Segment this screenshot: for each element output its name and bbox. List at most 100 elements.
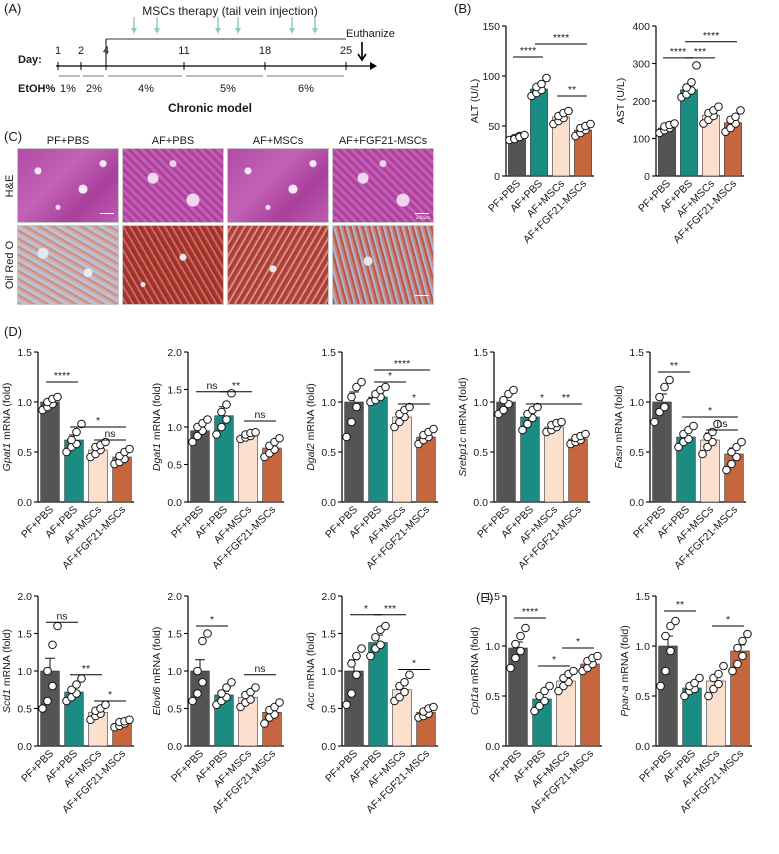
data-point: [682, 83, 691, 92]
data-point: [193, 431, 202, 441]
y-tick-label: 1.0: [629, 397, 644, 409]
data-point: [227, 677, 236, 687]
injection-arrowhead-4: [289, 28, 295, 34]
sig-label-1: *: [726, 614, 730, 626]
model-label: Chronic model: [168, 101, 252, 115]
day-label: Day:: [18, 54, 42, 66]
sig-label-2: ns: [254, 409, 265, 421]
data-point: [545, 681, 554, 691]
y-tick-label: 1.5: [167, 385, 182, 397]
panel-letter-b: (B): [454, 1, 471, 16]
data-point: [212, 430, 221, 439]
data-point: [727, 459, 736, 469]
histo-oro-pf: [17, 225, 119, 305]
panel-letter-d: (D): [4, 324, 22, 339]
y-tick-label: 1.5: [17, 347, 32, 359]
data-point: [714, 102, 723, 111]
bar-1: [368, 396, 388, 503]
injection-arrowhead-1: [154, 28, 160, 34]
data-point: [554, 686, 563, 696]
day-18: 18: [259, 45, 271, 57]
y-axis-label: Srebp1c mRNA (fold): [457, 377, 469, 476]
data-point: [540, 696, 549, 706]
data-point: [125, 715, 134, 725]
data-point: [400, 687, 409, 697]
histo-he-af: [122, 148, 224, 223]
data-point: [217, 689, 226, 698]
data-point: [738, 651, 747, 661]
scale-text: 200μm: [415, 215, 430, 220]
data-point: [53, 392, 62, 402]
data-point: [692, 61, 701, 70]
y-axis-label: Dgat1 mRNA (fold): [151, 383, 163, 471]
y-axis-label: Ppar-a mRNA (fold): [619, 625, 631, 716]
data-point: [193, 666, 202, 676]
data-point: [405, 670, 414, 680]
data-point: [689, 421, 698, 431]
data-point: [719, 661, 728, 671]
data-point: [698, 449, 707, 459]
day-2: 2: [78, 45, 84, 57]
data-point: [714, 669, 723, 679]
data-point: [188, 437, 197, 447]
y-tick-label: 0.0: [167, 497, 182, 509]
y-tick-label: 1.5: [17, 629, 32, 641]
data-point: [67, 435, 76, 445]
y-tick-label: 0.5: [321, 704, 336, 716]
data-point: [704, 691, 713, 701]
y-tick-label: 0.5: [17, 447, 32, 459]
y-tick-label: 1.5: [473, 347, 488, 359]
day-11: 11: [178, 45, 189, 57]
y-tick-label: 0: [494, 171, 500, 183]
data-point: [655, 392, 664, 402]
y-tick-label: 0.0: [17, 497, 32, 509]
data-point: [703, 432, 712, 442]
sig-label-0: ****: [520, 45, 536, 57]
pct-1: 1%: [60, 83, 76, 95]
bar-3: [568, 438, 588, 503]
data-point: [275, 433, 284, 443]
data-point: [733, 643, 742, 653]
y-axis-label: Fasn mRNA (fold): [613, 385, 625, 468]
data-point: [557, 417, 566, 427]
therapy-label: MSCs therapy (tail vein injection): [142, 4, 317, 18]
y-tick-label: 1.5: [321, 629, 336, 641]
data-point: [743, 629, 752, 639]
y-tick-label: 0.5: [485, 691, 500, 703]
data-point: [511, 653, 520, 663]
bar-0: [40, 401, 60, 503]
y-tick-label: 0.5: [167, 704, 182, 716]
data-point: [660, 402, 669, 412]
sig-label-0: ****: [54, 370, 70, 382]
data-point: [342, 432, 351, 442]
data-point: [708, 427, 717, 437]
euthanize-arrow: [357, 42, 367, 62]
y-tick-label: 0.5: [629, 447, 644, 459]
data-point: [666, 621, 675, 631]
charts: 0 50 100 150 ALT (U/L) PF+PBS AF+PBS AF+MSCs AF+…: [1, 21, 752, 816]
data-point: [390, 422, 399, 432]
y-tick-label: 2.0: [167, 347, 182, 359]
data-point: [203, 629, 212, 638]
data-point: [67, 685, 76, 695]
bar-0: [652, 401, 672, 503]
data-point: [542, 73, 551, 83]
schematic: MSCs therapy (tail vein injection) Eutha…: [18, 4, 395, 115]
pct-5: 5%: [220, 83, 236, 95]
y-tick-label: 0.5: [17, 704, 32, 716]
data-point: [670, 119, 679, 128]
panel-letter-a: (A): [4, 1, 21, 16]
data-point: [371, 632, 380, 642]
data-point: [737, 437, 746, 447]
day-1: 1: [55, 45, 61, 57]
y-tick-label: 2.0: [167, 591, 182, 603]
data-point: [429, 424, 438, 434]
data-point: [713, 419, 722, 429]
data-point: [655, 407, 664, 417]
y-tick-label: 0.0: [321, 741, 336, 753]
sig-label-1: **: [232, 380, 240, 392]
data-point: [516, 646, 525, 656]
